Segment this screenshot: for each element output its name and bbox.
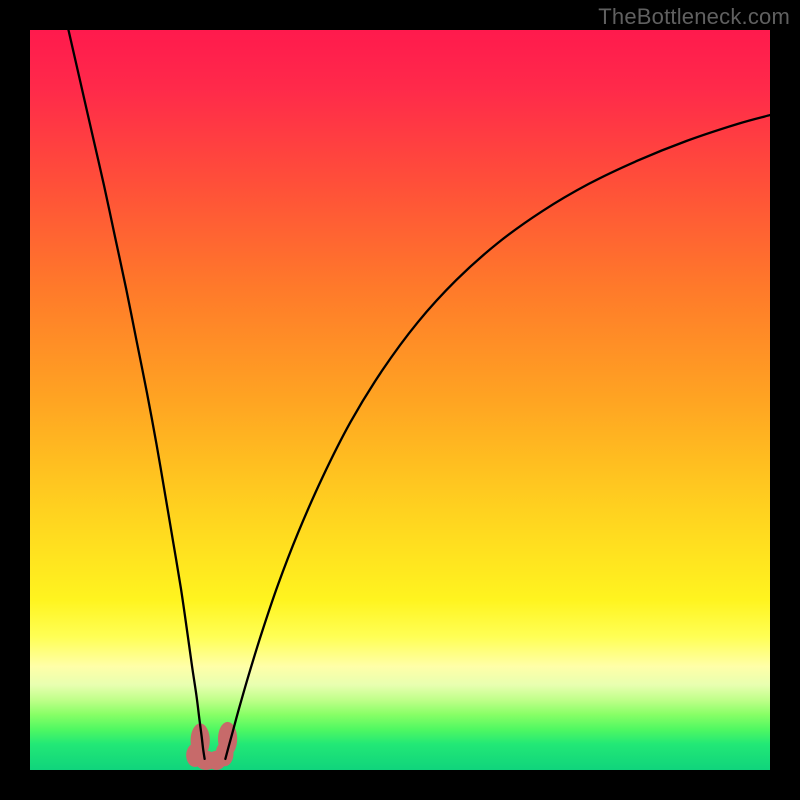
chart-container: TheBottleneck.com: [0, 0, 800, 800]
bottleneck-chart: [0, 0, 800, 800]
watermark-text: TheBottleneck.com: [598, 4, 790, 30]
gradient-background: [30, 30, 770, 770]
